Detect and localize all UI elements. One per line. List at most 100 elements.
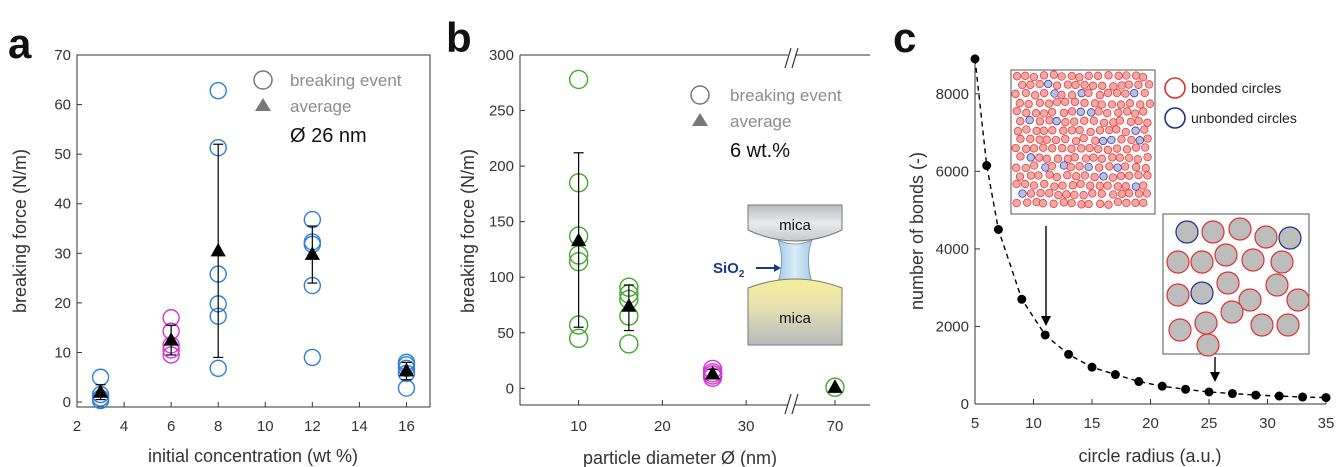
panel-c-point [1251, 390, 1261, 400]
inset-small-circle [1141, 143, 1150, 152]
inset-small-circle [1084, 199, 1093, 209]
panel-a-xtick-label: 10 [257, 418, 274, 435]
inset-small-circle [1042, 154, 1052, 163]
inset-small-circle [1070, 190, 1079, 200]
inset-small-circle [1052, 117, 1061, 126]
inset-large-circle [1196, 333, 1220, 357]
inset-small-circle [1012, 179, 1021, 189]
inset-small-circle [1095, 91, 1105, 100]
inset-small-circle [1131, 126, 1140, 135]
inset-small-circle [1063, 171, 1072, 180]
inset-small-circle [1022, 125, 1031, 134]
inset-large-circle [1286, 288, 1310, 312]
inset-small-circle [1020, 179, 1030, 189]
inset-small-circle [1063, 80, 1073, 89]
inset-small-circle [1050, 89, 1059, 98]
inset-small-circle [1131, 163, 1141, 172]
inset-small-circle [1103, 145, 1113, 155]
inset-small-circle [1130, 109, 1140, 118]
inset-small-circle [1031, 109, 1041, 118]
panel-c-point [1274, 391, 1284, 401]
inset-large-circle [1254, 225, 1278, 249]
inset-small-circle [1134, 189, 1144, 198]
inset-large-circle [1228, 217, 1252, 241]
inset-small-circle [1141, 164, 1150, 173]
inset-small-circle [1061, 118, 1070, 127]
panel-b-event-point [568, 328, 589, 349]
panel-b-ytick-label: 50 [497, 325, 514, 342]
panel-a-average-point [304, 246, 320, 260]
inset-small-circle [1121, 127, 1130, 137]
inset-small-circle [1103, 88, 1113, 98]
inset-small-circle [1077, 200, 1086, 209]
inset-small-circle [1114, 108, 1123, 117]
panel-a-ytick-label: 0 [63, 394, 71, 411]
inset-small-circle [1034, 171, 1043, 180]
panel-b-ytick-label: 150 [489, 214, 514, 231]
inset-small-circle [1130, 89, 1139, 98]
inset-small-circle [1022, 144, 1031, 154]
inset-small-circle [1039, 126, 1048, 135]
inset-small-circle [1131, 182, 1141, 191]
inset-bottom-mica [747, 278, 843, 346]
panel-b-average-point [705, 365, 721, 380]
panel-c-xtick-label: 30 [1259, 415, 1276, 432]
panel-a-event-point [91, 368, 110, 386]
inset-large-circle [1238, 288, 1262, 312]
inset-small-circle [1105, 162, 1114, 171]
inset-small-circle [1138, 73, 1148, 82]
inset-small-circle [1016, 134, 1025, 144]
inset-small-circle [1059, 126, 1068, 135]
panel-a-annotation: Ø 26 nm [290, 125, 367, 147]
inset-small-circle [1045, 116, 1054, 125]
panel-a-ytick-label: 50 [54, 146, 71, 163]
inset-small-circle [1134, 170, 1143, 180]
inset-small-circle [1061, 97, 1070, 107]
inset-small-circle [1058, 181, 1067, 190]
inset-small-circle [1067, 198, 1076, 208]
inset-small-circle [1143, 152, 1152, 162]
panel-a-average-point [398, 362, 415, 377]
inset-small-circle [1038, 199, 1048, 208]
inset-small-circle [1016, 117, 1025, 126]
inset-small-circle [1123, 107, 1132, 116]
panel-b-ytick-label: 250 [489, 103, 514, 120]
inset-small-circle [1103, 181, 1112, 190]
inset-small-circle [1054, 191, 1063, 200]
panel-c-inset-small-circles [1010, 69, 1156, 215]
inset-small-circle [1099, 172, 1108, 181]
inset-large-circle [1194, 311, 1218, 335]
inset-small-circle [1139, 181, 1148, 190]
inset-small-circle [1143, 134, 1152, 143]
panel-c-point [1064, 349, 1074, 359]
panel-b-ytick-label: 0 [506, 380, 514, 397]
inset-small-circle [1012, 106, 1021, 116]
inset-small-circle [1124, 153, 1134, 163]
panel-c-point [1087, 362, 1097, 372]
inset-small-circle [1122, 145, 1132, 154]
panel-a-event-point [209, 359, 227, 378]
inset-small-circle [1035, 79, 1044, 89]
inset-small-circle [1023, 198, 1032, 207]
legend-b-event-label: breaking event [730, 86, 842, 105]
panel-b-ytick-label: 100 [489, 269, 514, 286]
legend-c-bonded-label: bonded circles [1191, 80, 1281, 96]
inset-small-circle [1115, 116, 1125, 125]
inset-small-circle [1143, 118, 1152, 127]
inset-small-circle [1094, 163, 1104, 172]
inset-small-circle [1075, 73, 1084, 82]
panel-b-xtick-label: 20 [654, 418, 671, 435]
inset-small-circle [1024, 99, 1033, 109]
inset-small-circle [1035, 117, 1045, 126]
inset-small-circle [1022, 108, 1031, 118]
inset-small-circle [1012, 72, 1022, 81]
inset-silica-neck [775, 239, 815, 289]
inset-small-circle [1140, 125, 1149, 134]
inset-small-circle [1021, 88, 1031, 98]
panel-c-arrow-large [1210, 357, 1220, 382]
legend-c-unbonded-marker [1164, 107, 1186, 129]
panel-c-ylabel: number of bonds (-) [907, 152, 927, 310]
inset-small-circle [1107, 100, 1117, 109]
panel-c-marks [970, 54, 1331, 403]
panel-a-ylabel: breaking force (N/m) [10, 149, 30, 313]
